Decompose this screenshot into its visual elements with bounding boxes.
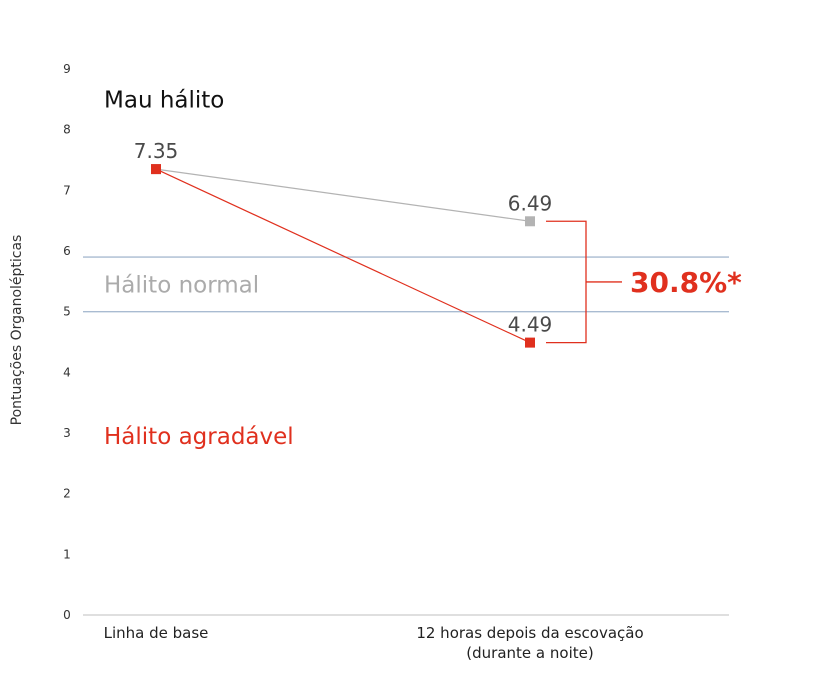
y-tick-label: 4 (63, 365, 71, 379)
y-tick-label: 6 (63, 244, 71, 258)
data-point (525, 337, 535, 348)
y-axis-label: Pontuações Organolépticas (9, 235, 25, 426)
difference-bracket (546, 220, 622, 344)
y-tick-label: 0 (63, 608, 71, 622)
zone-label: Hálito normal (104, 272, 259, 298)
x-tick-label: 12 horas depois da escovação (416, 624, 643, 642)
x-tick-label: Linha de base (104, 624, 209, 642)
y-tick-label: 8 (63, 123, 71, 137)
y-tick-label: 2 (63, 487, 71, 501)
y-tick-label: 7 (63, 183, 71, 197)
y-tick-label: 9 (63, 62, 71, 76)
data-point (151, 164, 161, 175)
series-line (155, 168, 531, 344)
percent-reduction-label: 30.8%* (630, 266, 742, 299)
data-label: 6.49 (508, 191, 553, 215)
data-label: 4.49 (508, 313, 553, 337)
series-line (155, 168, 531, 222)
data-label: 7.35 (134, 139, 179, 163)
y-tick-label: 5 (63, 305, 71, 319)
y-tick-label: 3 (63, 426, 71, 440)
x-tick-label: (durante a noite) (466, 644, 593, 662)
zone-label: Mau hálito (104, 87, 224, 113)
zone-label: Hálito agradável (104, 424, 294, 450)
y-tick-label: 1 (63, 547, 71, 561)
data-point (525, 216, 535, 227)
